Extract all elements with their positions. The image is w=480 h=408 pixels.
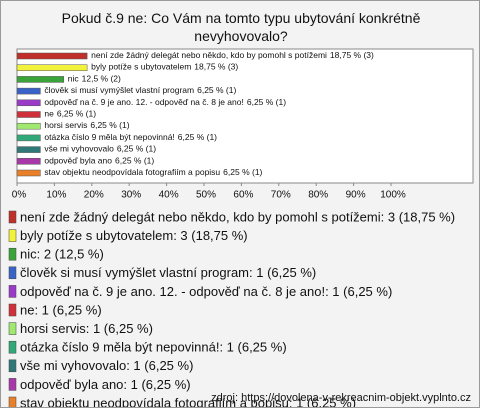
- plot-area: [16, 48, 474, 184]
- bar-category: stav objektu neodpovídala fotografiím a …: [44, 167, 220, 177]
- x-tick-label: 60%: [233, 190, 253, 201]
- bar-label: člověk si musí vymýšlet vlastní program 6…: [44, 85, 236, 95]
- bar: [16, 169, 41, 177]
- legend-label: nic: 2 (12,5 %): [20, 247, 104, 262]
- bar-category: otázka číslo 9 měla být nepovinná!: [44, 132, 174, 142]
- bar-label: odpověď byla ano 6,25 % (1): [44, 156, 154, 166]
- x-tick-label: 90%: [346, 190, 366, 201]
- bar-value-label: 6,25 % (1): [197, 85, 236, 95]
- x-tick-label: 100%: [380, 190, 406, 201]
- legend-label: člověk si musí vymýšlet vlastní program:…: [20, 265, 316, 280]
- legend-swatch: [8, 359, 17, 373]
- legend-swatch: [8, 322, 17, 335]
- legend-label: odpověď na č. 9 je ano. 12. - odpověď na…: [20, 284, 392, 299]
- x-tick-label: 20%: [84, 190, 104, 201]
- bar-value-label: 18,75 % (3): [194, 62, 238, 72]
- x-tick-label: 50%: [196, 190, 216, 201]
- x-tick-label: 0%: [12, 190, 27, 201]
- legend-label: vše mi vyhovovalo: 1 (6,25 %): [20, 358, 193, 373]
- legend-swatch: [8, 266, 17, 280]
- legend-swatch: [8, 210, 17, 224]
- legend-label: stav objektu neodpovídala fotografiím a …: [20, 395, 356, 407]
- legend-swatch: [8, 285, 17, 298]
- legend-label: odpověď byla ano: 1 (6,25 %): [20, 377, 191, 392]
- x-tick-label: 30%: [121, 190, 141, 201]
- chart-title: Pokud č.9 ne: Co Vám na tomto typu ubyto…: [61, 10, 421, 44]
- bar-value-label: 6,25 % (1): [115, 156, 154, 166]
- bar: [16, 52, 88, 60]
- bar-label: byly potíže s ubytovatelem 18,75 % (3): [91, 62, 238, 72]
- bar: [16, 76, 64, 83]
- bar-category: odpověď na č. 9 je ano. 12. - odpověď na…: [44, 97, 243, 107]
- legend-swatch: [8, 378, 17, 391]
- legend-swatch: [8, 229, 17, 242]
- bar-category: člověk si musí vymýšlet vlastní program: [44, 85, 194, 95]
- bar-label: nic 12,5 % (2): [68, 74, 121, 84]
- bar-label: není zde žádný delegát nebo někdo, kdo b…: [91, 50, 374, 60]
- legend-swatch: [8, 303, 17, 317]
- bar-label: horsi servis 6,25 % (1): [44, 120, 129, 130]
- bar-category: vše mi vyhovovalo: [44, 144, 114, 154]
- bar-value-label: 6,25 % (1): [223, 167, 262, 177]
- x-tick-label: 70%: [271, 190, 291, 201]
- bar-category: odpověď byla ano: [44, 156, 112, 166]
- bar-value-label: 6,25 % (1): [90, 120, 129, 130]
- legend-label: není zde žádný delegát nebo někdo, kdo b…: [20, 209, 455, 224]
- bar: [16, 64, 88, 71]
- bar-label: otázka číslo 9 měla být nepovinná! 6,25 %…: [44, 132, 217, 142]
- bar-value-label: 6,25 % (1): [57, 109, 96, 119]
- bar-value-label: 6,25 % (1): [117, 144, 156, 154]
- legend-label: horsi servis: 1 (6,25 %): [20, 321, 153, 336]
- bar-label: vše mi vyhovovalo 6,25 % (1): [44, 144, 156, 154]
- legend-label: otázka číslo 9 měla být nepovinná!: 1 (6…: [20, 340, 287, 355]
- bar-category: nic: [68, 74, 80, 84]
- bar: [16, 111, 41, 118]
- bar: [16, 87, 41, 95]
- x-tick-label: 80%: [308, 190, 328, 201]
- bar: [16, 134, 41, 142]
- legend-label: byly potíže s ubytovatelem: 3 (18,75 %): [20, 228, 248, 243]
- bar: [16, 99, 41, 107]
- bar-category: byly potíže s ubytovatelem: [91, 62, 191, 72]
- bar: [16, 122, 41, 130]
- x-tick-label: 40%: [159, 190, 179, 201]
- bar-label: odpověď na č. 9 je ano. 12. - odpověď na…: [44, 97, 286, 107]
- legend-swatch: [8, 340, 17, 354]
- bar: [16, 146, 41, 153]
- bar-value-label: 12,5 % (2): [82, 74, 121, 84]
- bar: [16, 158, 41, 165]
- source-note: zdroj: https://dovolena-v-rekreacnim-obj…: [211, 392, 471, 404]
- legend-label: ne: 1 (6,25 %): [20, 302, 102, 317]
- bar-value-label: 18,75 % (3): [330, 50, 374, 60]
- bar-category: není zde žádný delegát nebo někdo, kdo b…: [91, 50, 327, 60]
- bar-category: ne: [44, 109, 54, 119]
- x-tick-label: 10%: [46, 190, 66, 201]
- bar-label: ne 6,25 % (1): [44, 109, 96, 119]
- bar-category: horsi servis: [44, 120, 87, 130]
- bar-value-label: 6,25 % (1): [247, 97, 286, 107]
- legend-swatch: [8, 247, 17, 261]
- bar-label: stav objektu neodpovídala fotografiím a …: [44, 167, 262, 177]
- legend-swatch: [8, 396, 17, 407]
- bar-value-label: 6,25 % (1): [178, 132, 217, 142]
